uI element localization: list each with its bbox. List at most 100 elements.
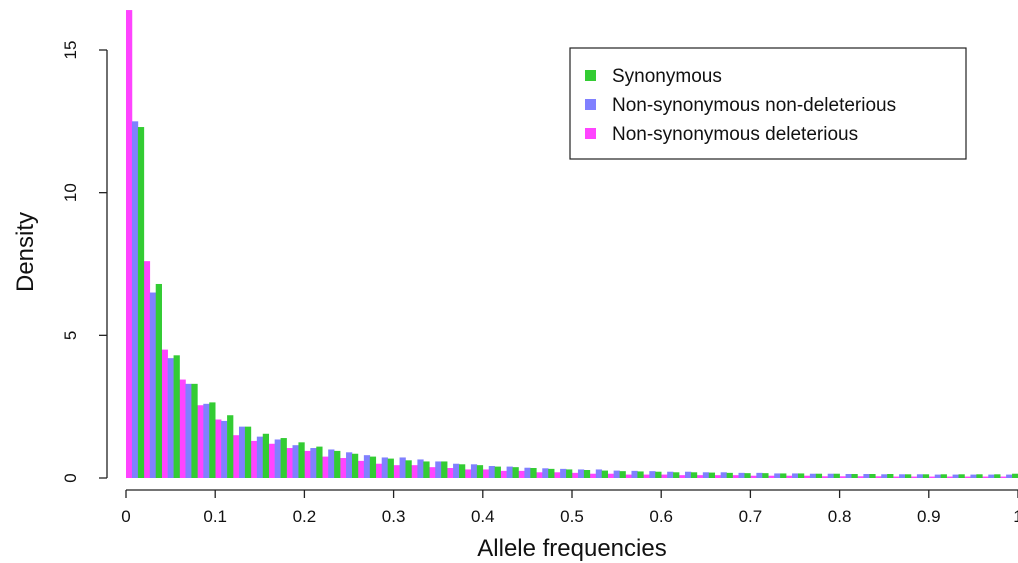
bar-non-synonymous-deleterious <box>340 458 347 478</box>
bar-non-synonymous-non-deleterious <box>684 471 692 478</box>
bar-non-synonymous-deleterious <box>393 465 400 478</box>
bar-non-synonymous-non-deleterious <box>809 473 817 478</box>
bar-non-synonymous-deleterious <box>375 463 383 478</box>
y-axis-title: Density <box>12 212 39 292</box>
bar-non-synonymous-non-deleterious <box>595 469 603 478</box>
legend-box <box>569 47 967 160</box>
bar-non-synonymous-deleterious <box>875 476 882 478</box>
legend-swatch <box>585 70 596 81</box>
bar-non-synonymous-non-deleterious <box>238 426 246 478</box>
bar-synonymous <box>976 474 983 478</box>
bar-non-synonymous-non-deleterious <box>203 403 210 478</box>
bar-non-synonymous-non-deleterious <box>167 358 174 478</box>
x-tick-label: 0.9 <box>917 507 941 526</box>
bar-non-synonymous-deleterious <box>161 349 168 478</box>
bar-non-synonymous-deleterious <box>982 476 989 478</box>
bar-non-synonymous-deleterious <box>250 440 258 478</box>
x-axis-title: Allele frequencies <box>477 535 666 562</box>
bar-non-synonymous-non-deleterious <box>970 474 977 478</box>
bar-non-synonymous-non-deleterious <box>542 468 549 478</box>
legend-label: Non-synonymous non-deleterious <box>612 95 896 116</box>
bar-non-synonymous-non-deleterious <box>827 473 834 478</box>
bar-non-synonymous-non-deleterious <box>934 474 941 478</box>
bar-synonymous <box>387 458 394 478</box>
bar-synonymous <box>958 474 965 478</box>
bar-non-synonymous-deleterious <box>268 443 275 478</box>
bar-non-synonymous-deleterious <box>536 472 543 478</box>
bar-non-synonymous-deleterious <box>233 435 240 478</box>
bar-synonymous <box>155 283 162 478</box>
bar-synonymous <box>940 474 947 478</box>
legend-swatch <box>585 128 596 139</box>
legend: Synonymous Non-synonymous non-deleterious… <box>569 47 967 160</box>
bar-synonymous <box>780 473 787 478</box>
bar-non-synonymous-deleterious <box>679 475 686 478</box>
bar-non-synonymous-deleterious <box>750 475 757 478</box>
bar-non-synonymous-non-deleterious <box>631 470 638 478</box>
bar-non-synonymous-deleterious <box>518 470 525 478</box>
bar-synonymous <box>655 471 662 478</box>
bar-synonymous <box>762 473 769 478</box>
bar-non-synonymous-non-deleterious <box>863 474 870 478</box>
bar-non-synonymous-deleterious <box>500 470 507 478</box>
bar-non-synonymous-deleterious <box>910 476 918 478</box>
bar-non-synonymous-deleterious <box>928 476 936 478</box>
bar-synonymous <box>905 474 912 478</box>
x-tick-label: 0.3 <box>382 507 406 526</box>
bar-synonymous <box>583 470 591 478</box>
legend-label: Non-synonymous deleterious <box>612 124 858 145</box>
bar-non-synonymous-non-deleterious <box>310 448 317 478</box>
bar-non-synonymous-non-deleterious <box>738 472 745 478</box>
bar-non-synonymous-deleterious <box>447 468 454 478</box>
bar-synonymous <box>280 438 287 478</box>
bar-non-synonymous-deleterious <box>964 476 971 478</box>
bar-non-synonymous-non-deleterious <box>613 470 620 478</box>
bar-synonymous <box>334 450 341 478</box>
bar-non-synonymous-non-deleterious <box>792 473 799 478</box>
bar-synonymous <box>887 474 894 478</box>
bar-synonymous <box>548 468 555 478</box>
bar-non-synonymous-non-deleterious <box>185 383 192 478</box>
bar-non-synonymous-deleterious <box>803 475 811 478</box>
bar-synonymous <box>726 472 733 478</box>
bar-non-synonymous-non-deleterious <box>470 464 478 478</box>
bar-synonymous <box>851 474 858 478</box>
bar-non-synonymous-non-deleterious <box>363 455 371 478</box>
bar-non-synonymous-non-deleterious <box>149 292 157 478</box>
bar-non-synonymous-non-deleterious <box>577 469 585 478</box>
x-axis: 0 0.1 0.2 0.3 0.4 0.5 0.6 0.7 0.8 0.9 1 <box>121 489 1018 526</box>
bar-synonymous <box>351 453 359 478</box>
bar-non-synonymous-non-deleterious <box>560 468 567 478</box>
bar-non-synonymous-deleterious <box>179 379 186 478</box>
bar-synonymous <box>815 473 823 478</box>
bar-non-synonymous-deleterious <box>893 476 900 478</box>
bar-non-synonymous-deleterious <box>661 474 668 478</box>
bar-synonymous <box>566 469 573 478</box>
bar-non-synonymous-non-deleterious <box>328 449 335 478</box>
bar-non-synonymous-non-deleterious <box>720 472 727 478</box>
bar-synonymous <box>744 473 751 478</box>
bar-non-synonymous-deleterious <box>857 476 864 478</box>
bar-synonymous <box>708 472 716 478</box>
bar-non-synonymous-non-deleterious <box>256 436 264 478</box>
bar-synonymous <box>494 466 501 478</box>
bar-non-synonymous-deleterious <box>143 261 151 478</box>
bar-synonymous <box>530 468 537 478</box>
x-tick-label: 0.4 <box>471 507 495 526</box>
y-tick-label: 15 <box>61 41 80 60</box>
bar-non-synonymous-deleterious <box>714 475 721 478</box>
bar-non-synonymous-deleterious <box>768 475 775 478</box>
bar-synonymous <box>209 402 216 478</box>
bar-non-synonymous-deleterious <box>946 476 953 478</box>
bar-non-synonymous-deleterious <box>411 465 418 478</box>
bar-synonymous <box>137 127 145 478</box>
bar-synonymous <box>1012 473 1018 478</box>
y-axis: 0 5 10 15 <box>61 41 108 483</box>
bar-non-synonymous-deleterious <box>821 476 829 478</box>
bar-synonymous <box>869 474 876 478</box>
bar-non-synonymous-deleterious <box>589 473 597 478</box>
bar-synonymous <box>244 426 252 478</box>
bar-non-synonymous-non-deleterious <box>524 467 531 478</box>
bar-non-synonymous-deleterious <box>572 472 579 478</box>
